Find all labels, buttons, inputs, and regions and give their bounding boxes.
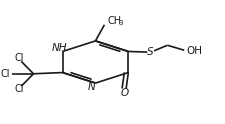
- Text: CH: CH: [108, 16, 122, 26]
- Text: N: N: [88, 82, 95, 92]
- Text: S: S: [147, 47, 154, 57]
- Text: Cl: Cl: [14, 53, 24, 63]
- Text: 3: 3: [119, 20, 123, 26]
- Text: Cl: Cl: [14, 84, 24, 94]
- Text: Cl: Cl: [1, 69, 10, 79]
- Text: O: O: [121, 88, 129, 98]
- Text: OH: OH: [186, 46, 202, 56]
- Text: NH: NH: [52, 43, 67, 53]
